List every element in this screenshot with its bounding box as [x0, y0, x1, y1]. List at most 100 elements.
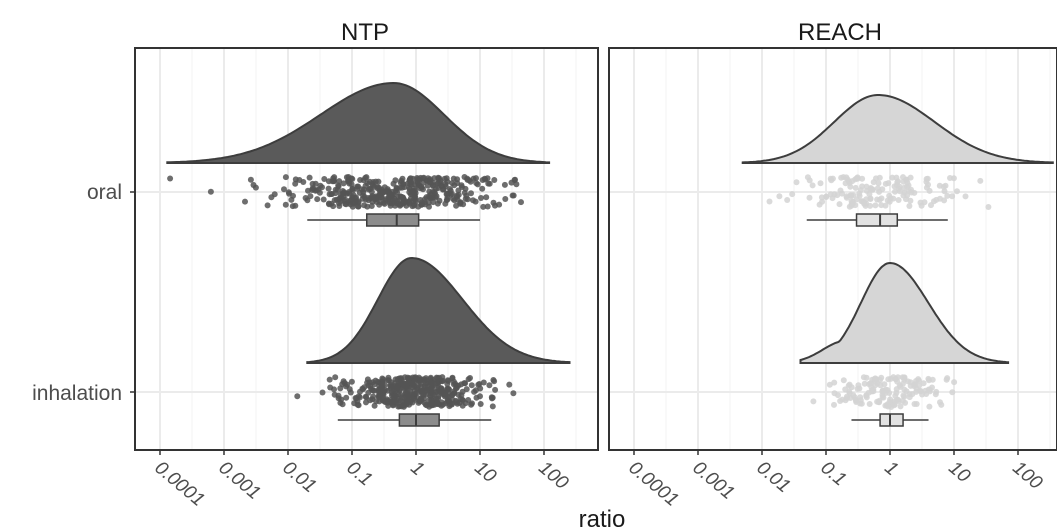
data-point	[908, 186, 914, 193]
data-point	[388, 379, 395, 386]
data-point	[355, 203, 362, 210]
data-point	[418, 383, 425, 390]
data-point	[421, 399, 428, 406]
data-point	[389, 188, 396, 195]
data-point	[361, 193, 368, 200]
data-point	[400, 384, 407, 391]
data-point	[457, 200, 464, 207]
data-point	[809, 182, 816, 189]
data-point	[374, 378, 381, 385]
data-point	[859, 175, 866, 182]
data-point	[242, 198, 248, 205]
data-point	[307, 193, 314, 200]
data-point	[887, 375, 894, 382]
panel-content	[741, 94, 1054, 427]
data-point	[331, 386, 337, 393]
data-point	[804, 174, 811, 181]
data-point	[408, 391, 415, 398]
data-point	[454, 400, 461, 407]
data-point	[414, 179, 421, 186]
data-point	[348, 181, 355, 188]
data-point	[364, 180, 371, 187]
box-oral	[855, 213, 899, 227]
data-point	[489, 394, 496, 401]
data-point	[862, 202, 869, 209]
x-axis-label: ratio	[579, 506, 626, 531]
data-point	[510, 192, 517, 199]
data-point	[325, 178, 332, 185]
data-point	[923, 391, 930, 397]
data-point	[895, 197, 902, 203]
points-inhalation	[810, 374, 958, 410]
data-point	[944, 375, 951, 382]
data-point	[325, 185, 332, 192]
data-point	[840, 377, 847, 384]
data-point	[843, 194, 850, 201]
data-point	[486, 180, 493, 187]
data-point	[335, 182, 342, 189]
data-point	[444, 377, 451, 384]
data-point	[409, 384, 416, 391]
panel-border	[134, 47, 599, 451]
data-point	[394, 198, 401, 205]
data-point	[954, 188, 960, 195]
data-point	[885, 403, 891, 410]
data-point	[296, 177, 303, 183]
data-point	[472, 198, 479, 205]
data-point	[933, 196, 940, 203]
data-point	[340, 180, 347, 187]
data-point	[356, 394, 363, 401]
data-point	[944, 192, 951, 199]
data-point	[294, 393, 301, 400]
data-point	[422, 375, 429, 382]
data-point	[849, 178, 856, 185]
x-tick-label: 0.01	[278, 457, 320, 497]
data-point	[347, 197, 354, 204]
data-point	[250, 182, 257, 188]
data-point	[392, 177, 399, 184]
data-point	[904, 179, 911, 186]
data-point	[363, 399, 369, 406]
data-point	[417, 185, 424, 192]
data-point	[831, 390, 838, 397]
data-point	[506, 381, 513, 388]
data-point	[427, 178, 434, 184]
data-point	[480, 203, 487, 210]
data-point	[439, 374, 446, 381]
data-point	[867, 195, 874, 202]
data-point	[429, 391, 436, 398]
data-point	[901, 374, 908, 381]
data-point	[455, 187, 462, 194]
x-tick-label: 1	[880, 457, 902, 480]
data-point	[480, 379, 487, 386]
data-point	[897, 403, 904, 410]
data-point	[320, 196, 327, 203]
box-oral	[365, 213, 420, 227]
data-point	[360, 189, 367, 196]
data-point	[906, 394, 913, 401]
data-point	[839, 190, 845, 197]
data-point	[473, 180, 480, 187]
data-point	[434, 401, 441, 407]
data-point	[462, 195, 469, 202]
data-point	[319, 389, 326, 396]
data-point	[459, 397, 466, 404]
data-point	[449, 374, 456, 381]
data-point	[321, 176, 328, 182]
data-point	[836, 201, 843, 208]
y-label-inhalation: inhalation	[32, 382, 122, 405]
x-tick-label: 0.1	[816, 457, 850, 490]
data-point	[484, 175, 491, 182]
data-point	[346, 190, 353, 197]
data-point	[424, 182, 431, 189]
points-oral	[167, 174, 524, 210]
data-point	[343, 201, 350, 208]
data-point	[335, 392, 342, 399]
x-tick-label: 10	[470, 457, 500, 487]
data-point	[468, 401, 475, 408]
data-point	[875, 180, 882, 187]
data-point	[368, 203, 375, 209]
data-point	[465, 376, 472, 383]
data-point	[332, 374, 339, 381]
data-point	[483, 194, 490, 201]
